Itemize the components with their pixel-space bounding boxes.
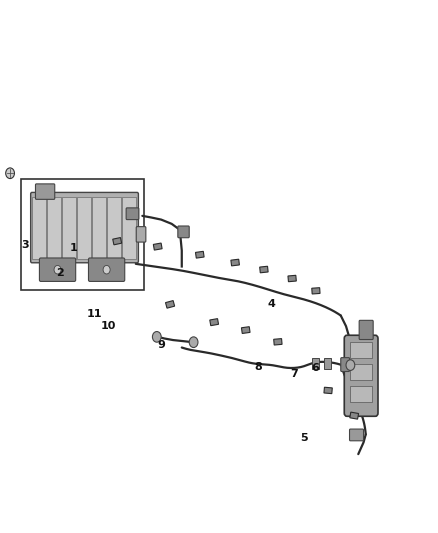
Bar [92,197,106,259]
Circle shape [189,337,198,348]
Bar [210,319,219,326]
Bar [231,259,240,266]
Text: 2: 2 [57,268,64,278]
FancyBboxPatch shape [359,320,373,340]
Bar [324,387,332,394]
Text: 4: 4 [268,299,276,309]
Bar [77,197,91,259]
Text: 9: 9 [157,341,165,350]
FancyBboxPatch shape [126,208,139,220]
FancyBboxPatch shape [344,335,378,416]
Bar [350,386,372,402]
Bar [350,412,359,419]
FancyBboxPatch shape [35,184,55,199]
Circle shape [103,265,110,274]
Bar [350,342,372,358]
FancyBboxPatch shape [39,258,76,281]
Text: 7: 7 [290,369,298,379]
FancyBboxPatch shape [178,226,189,238]
Circle shape [6,168,14,179]
Bar [122,197,136,259]
Bar [241,327,250,334]
FancyBboxPatch shape [88,258,125,281]
Bar [324,358,331,369]
FancyBboxPatch shape [136,227,146,242]
Bar [312,288,320,294]
Bar [260,266,268,273]
Text: 11: 11 [86,310,102,319]
FancyBboxPatch shape [31,192,138,263]
Bar [153,243,162,250]
Text: 6: 6 [311,363,319,373]
Bar [21,179,144,290]
Circle shape [54,265,61,274]
Text: 8: 8 [254,362,262,372]
Bar [195,252,204,258]
Bar [32,197,46,259]
Bar [47,197,61,259]
Text: 1: 1 [70,243,78,253]
Text: 10: 10 [101,321,117,331]
Bar [113,238,122,245]
Circle shape [346,360,355,370]
FancyBboxPatch shape [350,429,364,441]
Circle shape [152,332,161,342]
Bar [312,358,319,369]
Bar [107,197,121,259]
Text: 3: 3 [21,240,29,250]
Bar [288,276,297,282]
Text: 5: 5 [300,433,308,443]
FancyBboxPatch shape [341,358,350,372]
Bar [166,301,175,308]
Bar [62,197,76,259]
Bar [274,338,282,345]
Bar [350,364,372,380]
